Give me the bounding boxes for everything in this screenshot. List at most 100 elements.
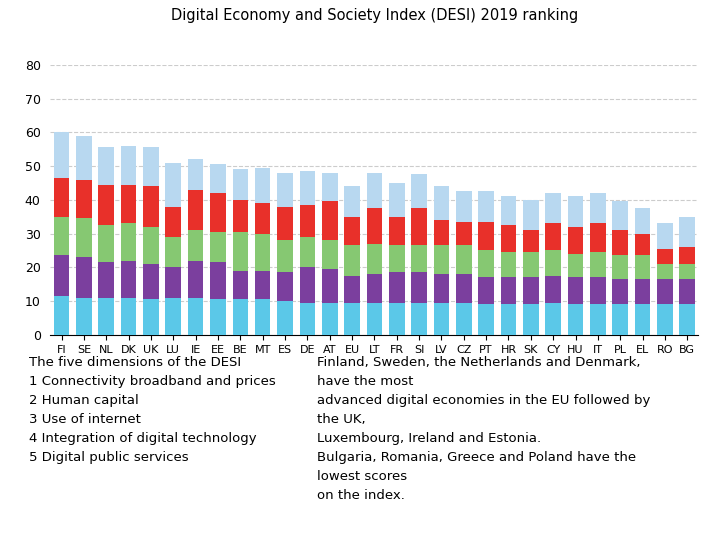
Bar: [166, 206, 181, 237]
Bar: [233, 170, 248, 200]
Bar: [567, 227, 583, 254]
Bar: [121, 261, 136, 298]
Bar: [478, 222, 494, 251]
Bar: [143, 147, 159, 186]
Bar: [411, 303, 427, 335]
Bar: [433, 220, 449, 245]
Bar: [478, 191, 494, 222]
Bar: [277, 301, 293, 335]
Bar: [567, 305, 583, 335]
Bar: [613, 255, 628, 279]
Bar: [210, 164, 226, 193]
Bar: [300, 267, 315, 303]
Bar: [456, 303, 472, 335]
Bar: [389, 217, 405, 245]
Bar: [344, 245, 360, 276]
Bar: [188, 230, 204, 261]
Bar: [500, 278, 516, 305]
Bar: [322, 240, 338, 269]
Bar: [121, 224, 136, 261]
Bar: [277, 272, 293, 301]
Bar: [500, 197, 516, 225]
Bar: [456, 222, 472, 245]
Bar: [76, 298, 91, 335]
Bar: [545, 251, 561, 276]
Bar: [76, 257, 91, 298]
Bar: [613, 305, 628, 335]
Bar: [456, 191, 472, 222]
Bar: [54, 255, 69, 296]
Bar: [500, 305, 516, 335]
Bar: [635, 255, 650, 279]
Bar: [545, 193, 561, 224]
Bar: [143, 227, 159, 264]
Bar: [366, 303, 382, 335]
Bar: [389, 183, 405, 217]
Bar: [366, 208, 382, 244]
Bar: [277, 240, 293, 272]
Bar: [344, 217, 360, 245]
Bar: [210, 299, 226, 335]
Bar: [680, 247, 695, 264]
Bar: [121, 298, 136, 335]
Bar: [255, 168, 271, 203]
Bar: [99, 262, 114, 298]
Bar: [210, 193, 226, 232]
Bar: [210, 232, 226, 262]
Bar: [300, 237, 315, 267]
Bar: [478, 278, 494, 305]
Bar: [411, 208, 427, 245]
Bar: [322, 303, 338, 335]
Bar: [255, 299, 271, 335]
Bar: [54, 132, 69, 178]
Bar: [613, 201, 628, 230]
Bar: [433, 186, 449, 220]
Bar: [233, 271, 248, 299]
Bar: [210, 262, 226, 299]
Bar: [344, 303, 360, 335]
Bar: [322, 201, 338, 240]
Bar: [54, 178, 69, 217]
Bar: [300, 303, 315, 335]
Bar: [99, 225, 114, 262]
Bar: [500, 225, 516, 252]
Bar: [635, 233, 650, 255]
Bar: [366, 244, 382, 274]
Bar: [255, 271, 271, 299]
Bar: [99, 298, 114, 335]
Bar: [233, 200, 248, 232]
Bar: [54, 296, 69, 335]
Bar: [143, 299, 159, 335]
Bar: [411, 245, 427, 272]
Bar: [433, 274, 449, 303]
Bar: [657, 249, 672, 264]
Bar: [344, 186, 360, 217]
Bar: [166, 298, 181, 335]
Title: Digital Economy and Society Index (DESI) 2019 ranking: Digital Economy and Society Index (DESI)…: [171, 8, 578, 23]
Bar: [590, 252, 606, 278]
Bar: [188, 190, 204, 230]
Bar: [478, 251, 494, 278]
Bar: [411, 272, 427, 303]
Bar: [567, 254, 583, 278]
Bar: [54, 217, 69, 255]
Bar: [300, 205, 315, 237]
Bar: [635, 279, 650, 305]
Bar: [389, 272, 405, 303]
Bar: [590, 305, 606, 335]
Bar: [680, 264, 695, 279]
Bar: [523, 200, 539, 230]
Bar: [456, 245, 472, 274]
Text: Finland, Sweden, the Netherlands and Denmark,
have the most
advanced digital eco: Finland, Sweden, the Netherlands and Den…: [317, 356, 650, 502]
Bar: [233, 299, 248, 335]
Bar: [545, 303, 561, 335]
Bar: [523, 230, 539, 252]
Bar: [344, 276, 360, 303]
Bar: [680, 279, 695, 305]
Bar: [613, 230, 628, 255]
Bar: [433, 303, 449, 335]
Bar: [635, 208, 650, 233]
Bar: [277, 206, 293, 240]
Bar: [411, 174, 427, 208]
Bar: [657, 305, 672, 335]
